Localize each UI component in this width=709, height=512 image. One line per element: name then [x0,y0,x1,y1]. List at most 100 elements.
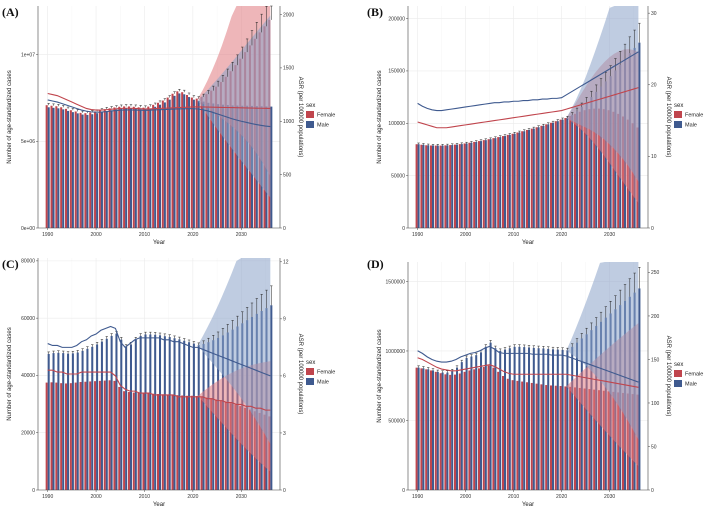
bar-male [518,346,521,490]
bar-female [530,128,533,228]
bar-male [125,346,128,490]
bar-male [212,103,215,228]
bar-female [45,105,48,228]
bar-female [612,111,615,228]
bar-female [607,391,610,490]
band-male [566,262,639,440]
bar-female [429,370,432,490]
bar-male [188,342,191,490]
bar-male [76,352,79,490]
panel-c: (C) 1990 2000 2010 2020 2030 0 20000 40000 60000 8… [2,257,335,508]
bar-female [161,100,164,228]
bar-male [499,350,502,490]
bar-male [144,334,147,490]
y-left-tick-label: 0 [402,488,405,494]
y-axis-left-title: Number of age-standardized cases [377,329,383,422]
bar-female [578,387,581,490]
asr-lines [47,325,271,411]
y-left-tick-label: 0e+00 [21,226,35,232]
bar-female [176,395,179,490]
bar-male [183,94,186,228]
bar-male [52,353,55,490]
bar-female [152,104,155,228]
y-right-tick-label: 500 [283,172,292,178]
bar-male [57,352,60,490]
y-right-tick-label: 12 [283,260,289,266]
bar-female [453,144,456,228]
bar-male [96,344,99,490]
legend-entry-female: Female [317,370,335,376]
bar-female [147,393,150,490]
bar-female [449,145,452,228]
bar-male [47,107,50,228]
bar-male [542,125,545,228]
x-tick-label: 2000 [460,232,471,238]
bar-female [439,145,442,228]
bar-male [197,345,200,490]
asr-line-male [417,345,639,383]
bar-female [50,105,53,228]
bar-male [451,145,454,228]
bar-female [444,374,447,490]
bar-female [195,396,198,490]
bar-male [134,339,137,490]
bar-female [439,373,442,490]
bar-male [556,349,559,490]
bar-female [415,144,418,228]
bar-female [45,382,48,490]
bar-female [583,110,586,228]
x-tick-label: 2030 [604,494,615,500]
asr-line-female [47,92,271,111]
bar-female [127,106,130,228]
y-right-tick-label: 250 [651,270,660,276]
x-tick-label: 1990 [412,232,423,238]
bar-male [576,342,579,490]
bar-female [535,127,538,228]
bar-female [229,71,232,229]
bar-male [576,111,579,228]
legend-swatch-male [306,378,314,385]
bar-male [475,141,478,228]
bar-male [417,144,420,228]
bar-male [57,108,60,228]
bar-male [470,356,473,490]
bar-female [554,385,557,490]
bar-female [60,107,63,228]
bar-female [200,396,203,490]
bar-female [415,367,418,490]
bar-male [561,119,564,228]
y-right-tick-label: 0 [283,226,286,232]
panel-label: (B) [367,5,383,19]
bar-female [458,144,461,228]
bar-female [425,369,428,490]
bar-female [171,394,174,490]
bar-female [554,121,557,228]
y-left-tick-label: 40000 [21,373,35,379]
bar-male [231,105,234,228]
bar-female [458,373,461,490]
panel-label: (C) [2,257,19,271]
bar-female [108,380,111,490]
asr-lines [417,51,639,129]
bar-female [171,93,174,229]
legend-entry-female: Female [685,372,703,378]
bar-female [84,113,87,228]
bar-male [432,370,435,490]
legend-entry-female: Female [317,113,335,119]
bar-female [559,119,562,228]
bar-male [241,105,244,228]
bar-male [595,91,598,229]
bar-female [516,380,519,490]
legend-entry-female: Female [685,113,703,119]
bar-male [168,337,171,490]
band-male [566,6,639,182]
bar-female [434,145,437,228]
bar-male [441,372,444,490]
bar-female [65,383,68,490]
bar-male [456,144,459,228]
bar-male [159,335,162,490]
bar-male [489,139,492,228]
bar-male [105,338,108,490]
x-tick-label: 2010 [139,494,150,500]
